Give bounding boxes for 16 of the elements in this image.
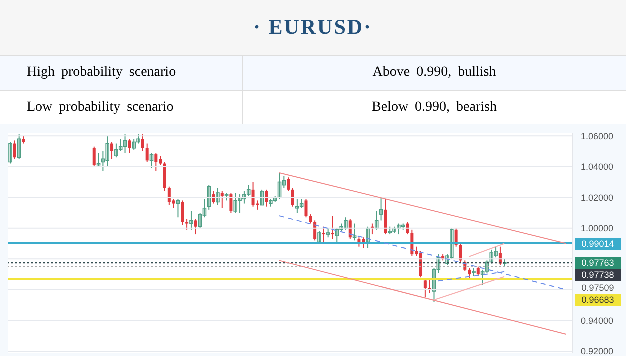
y-tick-label: 1.06000 (581, 131, 614, 142)
y-tick-label: 1.04000 (581, 162, 614, 172)
ref-line-label: 0.97738 (575, 269, 621, 282)
y-tick-label: 1.02000 (581, 192, 614, 203)
text: Below 0.990, bearish (371, 99, 498, 117)
y-tick-label: 0.94000 (581, 316, 614, 326)
ref-line-label: 0.97509 (580, 282, 616, 294)
ref-line-label: 0.99014 (575, 238, 621, 250)
text: Above 0.990, bullish (372, 64, 498, 82)
text: High probability scenario (0, 56, 243, 90)
chart-title: · EURUSD· (253, 15, 373, 40)
ref-line-label: 0.96683 (575, 294, 621, 306)
y-tick-label: 0.92000 (581, 346, 614, 356)
y-tick-label: 1.00000 (581, 224, 614, 234)
text: Low probability scenario (0, 91, 243, 125)
ref-line-label: 0.97763 (575, 256, 621, 269)
